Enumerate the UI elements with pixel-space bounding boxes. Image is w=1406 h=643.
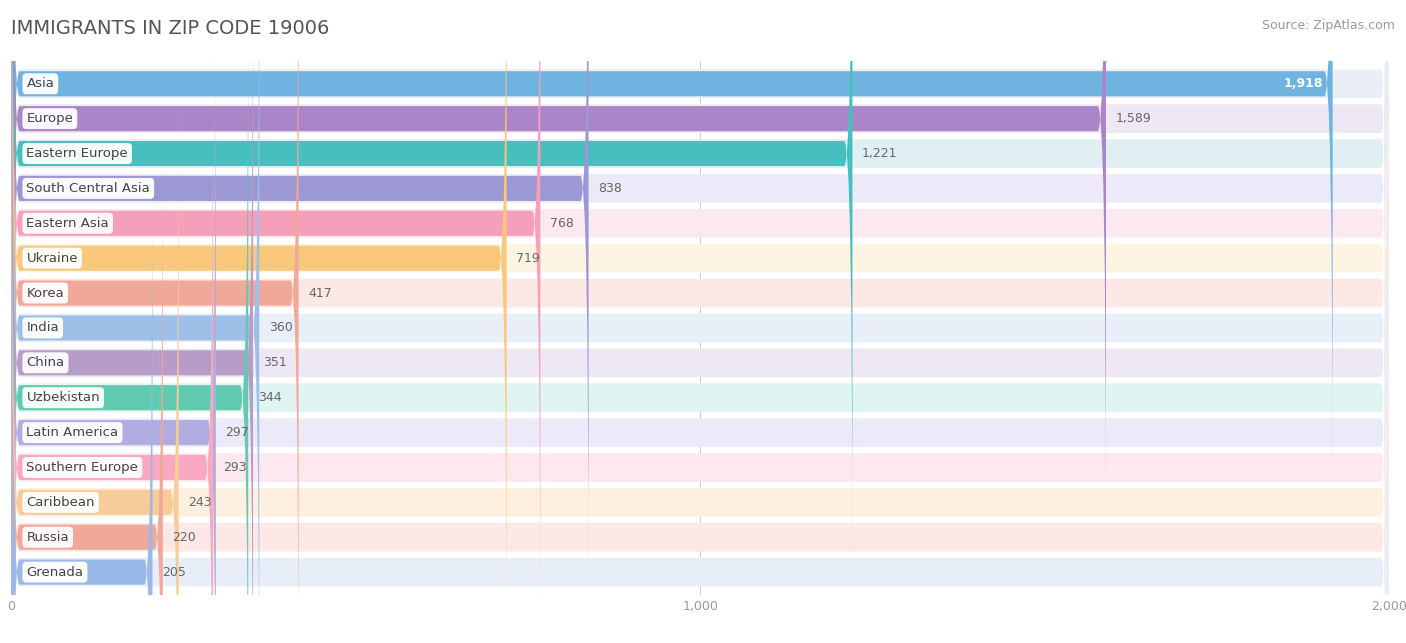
Text: Korea: Korea [27,287,65,300]
Text: 1,589: 1,589 [1115,112,1152,125]
Text: Latin America: Latin America [27,426,118,439]
FancyBboxPatch shape [11,0,1389,488]
Text: 838: 838 [598,182,621,195]
FancyBboxPatch shape [11,0,1389,523]
Text: IMMIGRANTS IN ZIP CODE 19006: IMMIGRANTS IN ZIP CODE 19006 [11,19,329,39]
FancyBboxPatch shape [11,0,253,643]
Text: 351: 351 [263,356,287,369]
FancyBboxPatch shape [11,0,540,629]
Text: India: India [27,322,59,334]
Text: Eastern Europe: Eastern Europe [27,147,128,160]
Text: 768: 768 [550,217,574,230]
Text: Ukraine: Ukraine [27,251,77,265]
FancyBboxPatch shape [11,28,1389,643]
Text: 1,918: 1,918 [1284,77,1323,90]
Text: 243: 243 [188,496,212,509]
FancyBboxPatch shape [11,0,1389,643]
Text: Grenada: Grenada [27,566,83,579]
Text: Asia: Asia [27,77,55,90]
FancyBboxPatch shape [11,63,1389,643]
FancyBboxPatch shape [11,166,152,643]
FancyBboxPatch shape [11,0,1333,490]
Text: 220: 220 [173,530,197,544]
FancyBboxPatch shape [11,26,217,643]
Text: 360: 360 [269,322,292,334]
FancyBboxPatch shape [11,96,179,643]
Text: China: China [27,356,65,369]
Text: Eastern Asia: Eastern Asia [27,217,110,230]
Text: Russia: Russia [27,530,69,544]
Text: Uzbekistan: Uzbekistan [27,391,100,404]
FancyBboxPatch shape [11,0,1389,643]
FancyBboxPatch shape [11,0,1389,643]
FancyBboxPatch shape [11,0,1389,643]
FancyBboxPatch shape [11,0,1389,557]
Text: 344: 344 [257,391,281,404]
FancyBboxPatch shape [11,168,1389,643]
FancyBboxPatch shape [11,0,298,643]
Text: Europe: Europe [27,112,73,125]
FancyBboxPatch shape [11,0,1389,643]
Text: 297: 297 [225,426,249,439]
Text: Source: ZipAtlas.com: Source: ZipAtlas.com [1261,19,1395,32]
Text: 417: 417 [308,287,332,300]
FancyBboxPatch shape [11,0,506,643]
FancyBboxPatch shape [11,0,589,594]
FancyBboxPatch shape [11,133,1389,643]
Text: 1,221: 1,221 [862,147,897,160]
Text: 719: 719 [516,251,540,265]
Text: 205: 205 [162,566,186,579]
FancyBboxPatch shape [11,0,852,559]
FancyBboxPatch shape [11,0,249,643]
FancyBboxPatch shape [11,0,1107,525]
Text: 293: 293 [222,461,246,474]
Text: Southern Europe: Southern Europe [27,461,138,474]
FancyBboxPatch shape [11,0,1389,593]
FancyBboxPatch shape [11,98,1389,643]
FancyBboxPatch shape [11,62,214,643]
Text: Caribbean: Caribbean [27,496,94,509]
FancyBboxPatch shape [11,131,163,643]
FancyBboxPatch shape [11,0,259,643]
FancyBboxPatch shape [11,0,1389,628]
Text: South Central Asia: South Central Asia [27,182,150,195]
